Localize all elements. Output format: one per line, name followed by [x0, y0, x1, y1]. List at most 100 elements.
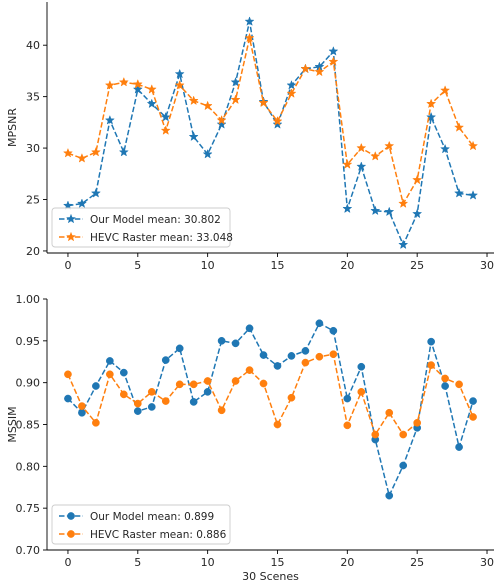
data-point [230, 94, 241, 105]
x-tick-label: 20 [340, 556, 354, 569]
data-point [76, 198, 87, 208]
data-point [118, 76, 129, 87]
data-point [370, 150, 381, 161]
data-point [118, 146, 129, 157]
data-point [90, 188, 101, 198]
data-point [329, 350, 338, 359]
data-point [440, 143, 451, 154]
legend-swatch-marker [67, 512, 75, 520]
data-point [189, 398, 198, 406]
data-point [119, 368, 128, 377]
data-point [175, 380, 184, 389]
y-tick-label: 40 [26, 39, 40, 52]
x-tick-label: 10 [201, 556, 215, 569]
data-point [174, 80, 185, 90]
data-point [133, 407, 142, 415]
data-point [398, 239, 409, 250]
data-point [454, 188, 465, 198]
data-point [287, 352, 296, 360]
data-point [399, 430, 408, 439]
data-point [315, 352, 324, 361]
data-point [342, 159, 353, 169]
data-point [217, 406, 226, 415]
data-point [259, 379, 268, 388]
data-point [467, 190, 479, 200]
data-point [64, 370, 72, 379]
series-line-2 [67, 37, 474, 206]
data-point [357, 362, 366, 371]
data-point [356, 142, 367, 153]
data-point [259, 351, 268, 359]
x-axis-label: 30 Scenes [242, 570, 299, 582]
data-point [328, 46, 339, 56]
data-point [189, 380, 198, 389]
data-point [412, 208, 423, 219]
legend-swatch-marker [65, 213, 77, 224]
data-point [343, 421, 352, 430]
data-point [384, 140, 395, 151]
x-tick-label: 0 [64, 556, 71, 569]
data-point [245, 324, 254, 333]
y-tick-label: 1.00 [16, 293, 41, 306]
y-axis-label: MPSNR [6, 108, 19, 147]
data-point [203, 377, 212, 385]
data-point [399, 461, 408, 470]
data-point [132, 84, 143, 94]
x-tick-label: 10 [201, 259, 215, 272]
data-point [440, 85, 451, 95]
data-point [301, 358, 310, 367]
data-point [315, 319, 324, 328]
legend-swatch-marker [65, 231, 77, 242]
legend-label: Our Model mean: 0.899 [90, 511, 214, 523]
data-point [314, 66, 325, 77]
x-tick-label: 25 [410, 259, 424, 272]
data-point [132, 78, 143, 89]
legend: Our Model mean: 30.802 HEVC Raster mean: … [51, 207, 233, 248]
data-point [371, 430, 380, 439]
data-point [413, 418, 422, 427]
y-tick-label: 0.75 [16, 502, 41, 515]
data-point [119, 390, 128, 399]
data-point [160, 111, 171, 122]
data-point [273, 420, 282, 429]
x-tick-label: 30 [480, 259, 494, 272]
y-tick-label: 20 [26, 245, 40, 258]
data-point [412, 174, 423, 185]
data-point [272, 116, 283, 126]
data-point [202, 148, 213, 159]
legend-label: HEVC Raster mean: 0.886 [90, 529, 227, 541]
data-point [161, 397, 170, 405]
data-point [441, 374, 449, 383]
data-point [357, 388, 366, 396]
data-point [258, 97, 269, 108]
x-tick-label: 25 [410, 556, 424, 569]
data-point [343, 394, 352, 403]
data-point [90, 146, 101, 157]
data-point [104, 80, 115, 90]
legend-swatch-marker [67, 530, 75, 538]
x-tick-label: 30 [480, 556, 494, 569]
data-point [244, 32, 255, 43]
data-point [174, 68, 185, 79]
data-point [329, 326, 338, 335]
y-tick-label: 25 [26, 194, 40, 207]
data-point [188, 95, 199, 106]
series-line-1 [67, 322, 474, 498]
y-axis-label: MSSIM [6, 406, 19, 442]
data-point [104, 114, 115, 125]
data-point [64, 394, 72, 403]
data-point [62, 147, 74, 158]
legend-label: Our Model mean: 30.802 [90, 214, 221, 226]
x-tick-label: 20 [340, 259, 354, 272]
data-point [385, 408, 394, 417]
data-point [328, 56, 339, 66]
data-point [146, 84, 157, 94]
data-point [160, 125, 171, 135]
data-point [427, 337, 435, 346]
data-point [469, 397, 477, 405]
data-point [286, 88, 297, 98]
data-point [216, 119, 227, 129]
data-point [273, 362, 282, 370]
data-point [217, 336, 226, 345]
data-point [272, 119, 283, 129]
